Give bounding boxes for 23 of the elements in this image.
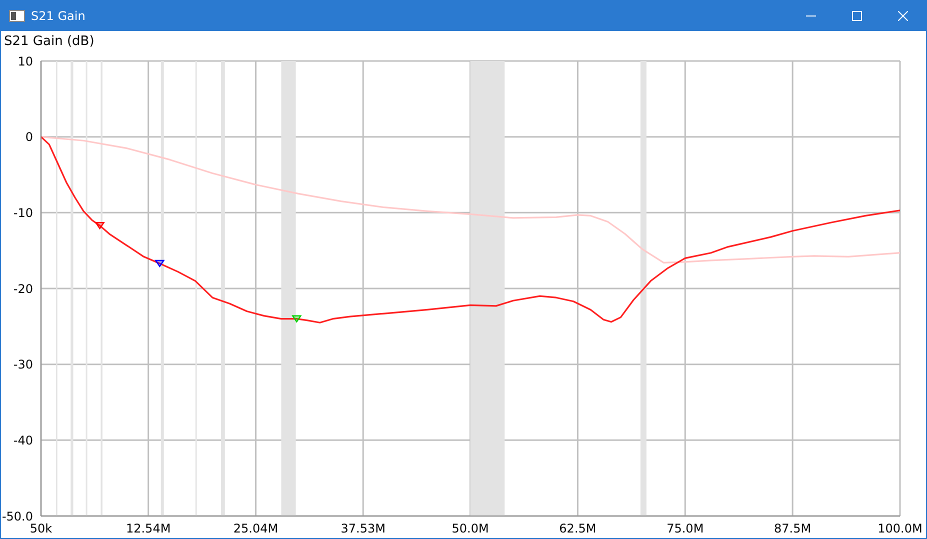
y-tick-label: 0 (25, 130, 33, 144)
x-tick-label: 50.0M (452, 522, 489, 536)
y-axis-title: S21 Gain (dB) (4, 34, 94, 49)
x-tick-label: 12.54M (126, 522, 171, 536)
x-tick-label: 87.5M (774, 522, 812, 536)
x-tick-label: 75.0M (666, 522, 704, 536)
x-tick-label: 50k (30, 522, 52, 536)
y-tick-label: 10 (18, 54, 33, 68)
point (292, 315, 302, 322)
y-tick-label: -40 (13, 433, 33, 448)
point (155, 260, 164, 268)
x-tick-label: 100.0M (878, 522, 922, 536)
line-series (41, 136, 900, 264)
line-series (41, 136, 900, 324)
x-tick-label: 62.5M (559, 522, 596, 536)
y-tick-label: -20 (13, 282, 33, 296)
x-tick-label: 25.04M (233, 522, 278, 536)
y-tick-label: -10 (13, 206, 33, 220)
y-tick-label: -30 (13, 358, 33, 372)
point (95, 222, 104, 230)
y-tick-label: -50.0 (2, 509, 33, 524)
x-tick-label: 37.53M (340, 522, 386, 536)
chart-title: S21 Gain (31, 9, 86, 23)
